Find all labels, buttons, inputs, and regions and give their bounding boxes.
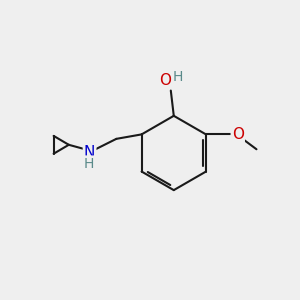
Text: O: O	[232, 127, 244, 142]
Text: H: H	[83, 157, 94, 170]
Text: N: N	[84, 145, 95, 160]
Text: O: O	[160, 73, 172, 88]
Text: H: H	[173, 70, 183, 84]
